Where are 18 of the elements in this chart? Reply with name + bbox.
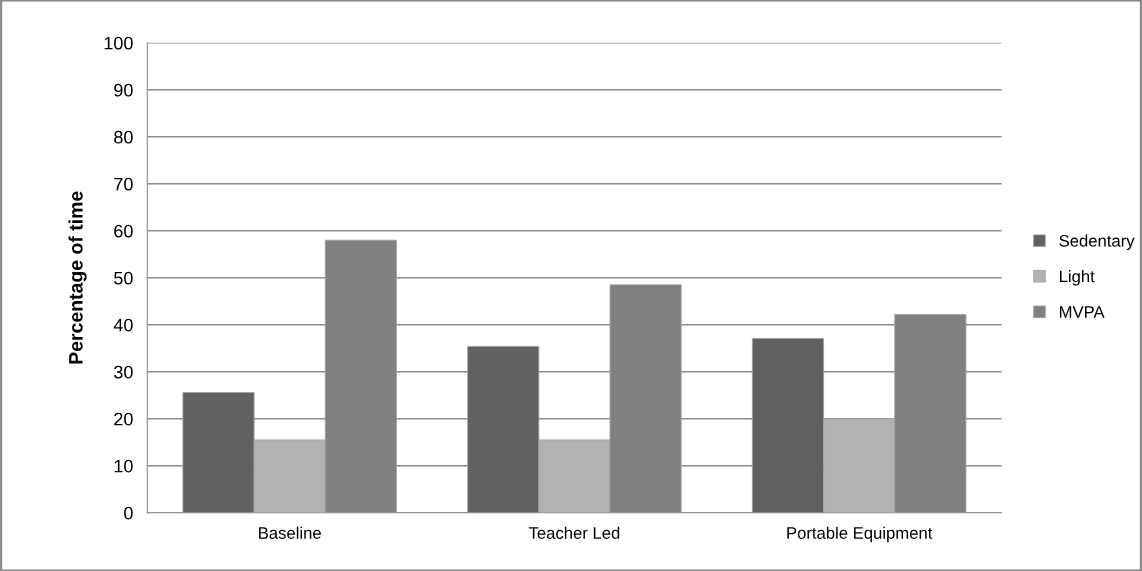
x-tick-label: Portable Equipment xyxy=(787,526,933,543)
legend-label: MVPA xyxy=(1059,306,1105,318)
y-tick-label: 60 xyxy=(114,224,133,238)
legend-label: Sedentary xyxy=(1059,234,1135,251)
y-tick-label: 70 xyxy=(114,177,133,191)
y-tick-label: 50 xyxy=(114,271,133,285)
x-tick-label: Baseline xyxy=(259,526,321,539)
y-tick-label: 20 xyxy=(114,412,133,426)
y-tick-label: 80 xyxy=(114,130,133,144)
y-tick-label: 100 xyxy=(104,36,133,50)
y-tick-label: 90 xyxy=(114,83,133,97)
legend-label: Light xyxy=(1059,270,1095,286)
y-tick-label: 10 xyxy=(114,459,133,473)
y-axis-title: Percentage of time xyxy=(68,191,87,364)
y-tick-label: 0 xyxy=(124,506,133,520)
y-tick-label: 30 xyxy=(114,365,133,379)
y-tick-label: 40 xyxy=(113,318,133,332)
x-tick-label: Teacher Led xyxy=(528,526,620,539)
